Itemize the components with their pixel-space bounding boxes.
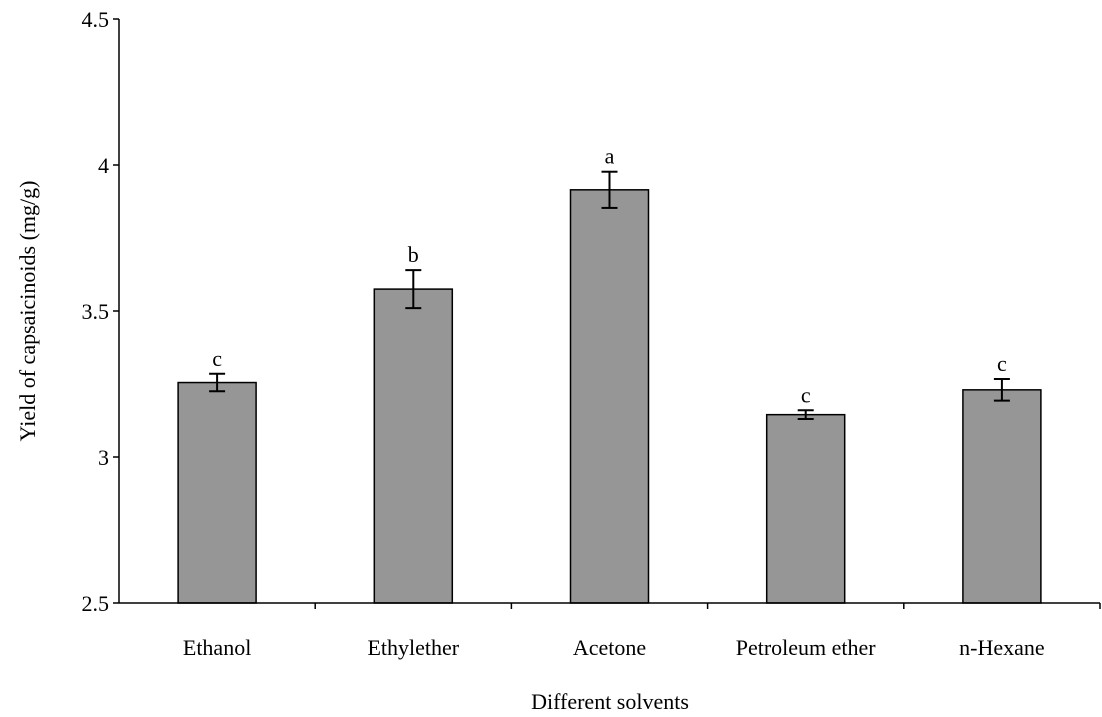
- x-axis-title: Different solvents: [531, 689, 689, 714]
- y-tick-label: 4.5: [82, 7, 110, 32]
- significance-label: c: [801, 382, 811, 407]
- significance-label: c: [212, 346, 222, 371]
- significance-label: b: [408, 242, 419, 267]
- x-category-label: n-Hexane: [959, 635, 1045, 660]
- x-ticks-group: [314, 603, 1101, 609]
- bar: [177, 381, 257, 604]
- bars-group: [177, 189, 1042, 604]
- y-tick-label: 3: [98, 445, 109, 470]
- y-tick-label: 4: [98, 153, 109, 178]
- x-category-label: Petroleum ether: [736, 635, 877, 660]
- bar: [569, 189, 650, 604]
- significance-label: a: [605, 144, 615, 169]
- bar: [962, 389, 1042, 604]
- x-category-label: Acetone: [573, 635, 646, 660]
- bar: [765, 413, 846, 604]
- y-tick-label: 2.5: [82, 591, 110, 616]
- significance-labels-group: c b a c c: [212, 144, 1007, 408]
- error-bars-group: [209, 170, 1010, 421]
- bar: [373, 288, 454, 604]
- category-labels-group: Ethanol Ethylether Acetone Petroleum ether n…: [183, 635, 1045, 660]
- y-tick-label: 3.5: [82, 299, 110, 324]
- x-category-label: Ethylether: [367, 635, 459, 660]
- significance-label: c: [997, 351, 1007, 376]
- x-category-label: Ethanol: [183, 635, 251, 660]
- y-axis-title: Yield of capsaicinoids (mg/g): [15, 181, 40, 442]
- y-ticks-group: 2.5 3 3.5 4 4.5: [82, 7, 119, 616]
